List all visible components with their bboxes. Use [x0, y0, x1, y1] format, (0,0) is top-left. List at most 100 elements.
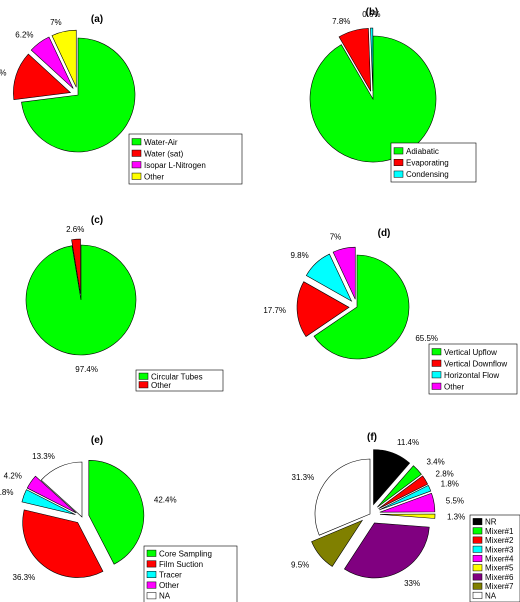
panel-a-legend-item-isopar-l-nitrogen: Isopar L-Nitrogen: [144, 161, 206, 170]
panel-f-slice-na: [314, 458, 371, 536]
panel-e-pct-other: 4.2%: [4, 472, 22, 481]
panel-e-pct-tracer: 3.8%: [0, 488, 13, 497]
panel-e-legend-item-tracer: Tracer: [159, 571, 182, 580]
panel-c-legend-item-circular-tubes: Circular Tubes: [151, 372, 203, 381]
panel-e-legend-item-film-suction: Film Suction: [159, 560, 203, 569]
panel-f-pct-mixer-4: 5.5%: [446, 496, 464, 505]
panel-c-legend-item-other: Other: [151, 381, 171, 390]
panel-f-legend-swatch-mixer-5: [472, 564, 483, 572]
panel-c-label: (c): [91, 215, 103, 226]
panel-a-legend-item-water-air: Water-Air: [144, 138, 178, 147]
panel-d-legend-item-other: Other: [444, 382, 464, 391]
panel-d-slice-vertical-upflow: [313, 254, 410, 360]
panel-e-slice-na: [40, 461, 83, 518]
panel-e-pct-na: 13.3%: [32, 452, 55, 461]
panel-c-slice-other: [71, 238, 81, 295]
panel-f-legend-item-mixer-5: Mixer#5: [485, 564, 514, 573]
panel-c-pct-other: 2.6%: [66, 225, 84, 234]
panel-b-legend: Adiabatic Evaporating Condensing: [390, 142, 477, 183]
panel-b-legend-item-condensing: Condensing: [406, 170, 449, 179]
panel-a-legend-swatch-other: [131, 172, 142, 180]
panel-d-legend-box: [428, 343, 518, 395]
panel-f-legend-swatch-na: [472, 591, 483, 599]
panel-a-pct-other: 7%: [50, 18, 62, 27]
panel-f-slice-mixer-2: [378, 475, 429, 510]
panel-a-slice-water-air: [21, 37, 136, 153]
panel-a-legend: Water-Air Water (sat) Isopar L-Nitrogen Oth…: [128, 133, 243, 185]
panel-b-legend-swatch-condensing: [393, 170, 404, 178]
panel-d-legend-swatch-other: [431, 382, 442, 390]
panel-f-pct-mixer-1: 3.4%: [426, 458, 444, 467]
panel-f-legend-swatch-mixer-6: [472, 573, 483, 581]
panel-c-legend-swatch-other: [138, 381, 149, 389]
panel-f-legend-item-mixer-4: Mixer#4: [485, 555, 514, 564]
panel-e-label: (e): [91, 435, 103, 446]
panel-f-legend-item-mixer-3: Mixer#3: [485, 545, 514, 554]
panel-d-pct-vertical-upflow: 65.5%: [415, 334, 438, 343]
panel-a-slice-water-sat: [13, 53, 72, 101]
panel-d-pct-other: 7%: [330, 233, 342, 242]
panel-e-legend-swatch-other: [146, 581, 157, 589]
panel-f-legend-swatch-mixer-3: [472, 545, 483, 553]
panel-d-slice-other: [332, 246, 356, 300]
panel-d-pct-horizontal-flow: 9.8%: [290, 251, 308, 260]
panel-c-slice-circular-tubes: [25, 244, 137, 356]
panel-f-slice-mixer-6: [343, 522, 430, 579]
panel-d-legend-item-vertical-upflow: Vertical Upflow: [444, 348, 497, 357]
panel-d-slice-vertical-downflow: [296, 281, 350, 337]
panel-d-legend-swatch-vertical-upflow: [431, 348, 442, 356]
panel-f-pct-mixer-2: 2.8%: [436, 470, 454, 479]
panel-d-slice-horizontal-flow: [305, 253, 353, 302]
panel-f-slice-mixer-5: [379, 513, 436, 519]
panel-e: (e) 42.4% 36.3% 3.8% 4.2% 13.3% Core Sampling F…: [0, 435, 238, 602]
panel-e-pct-film-suction: 36.3%: [13, 573, 36, 582]
panel-d-legend-item-horizontal-flow: Horizontal Flow: [444, 371, 499, 380]
panel-f: (f) 11.4% 3.4% 2.8%1.8% 5.5% 1.3% 33% 9.5% 31.3%…: [291, 432, 520, 602]
panel-d-pct-vertical-downflow: 17.7%: [263, 306, 286, 315]
panel-f-pct-na: 31.3%: [292, 473, 315, 482]
panel-f-pct-mixer-5: 1.3%: [447, 513, 465, 522]
panel-e-legend-item-na: NA: [159, 592, 171, 601]
panel-d-label: (d): [378, 228, 391, 239]
panel-e-slice-film-suction: [22, 509, 104, 578]
panel-e-pct-core-sampling: 42.4%: [154, 495, 177, 504]
panel-b-legend-item-evaporating: Evaporating: [406, 159, 449, 168]
panel-b-label: (b): [366, 7, 379, 18]
panel-c-legend-swatch-circular-tubes: [138, 372, 149, 380]
panel-f-legend-swatch-mixer-1: [472, 527, 483, 535]
panel-e-legend-swatch-film-suction: [146, 560, 157, 568]
panel-a-legend-swatch-water-air: [131, 138, 142, 146]
panel-e-slice-tracer: [21, 489, 76, 515]
panel-f-pct-mixer-7: 9.5%: [291, 561, 309, 570]
panel-d-legend-item-vertical-downflow: Vertical Downflow: [444, 359, 507, 368]
panel-f-pct-mixer-6: 33%: [404, 579, 420, 588]
panel-a-legend-item-water-sat: Water (sat): [144, 149, 184, 158]
panel-a-legend-box: [128, 133, 243, 185]
panel-a-label: (a): [91, 14, 103, 25]
panel-c-pct-circular-tubes: 97.4%: [75, 365, 98, 374]
panel-e-legend-swatch-core-sampling: [146, 549, 157, 557]
panel-e-slice-core-sampling: [88, 460, 145, 565]
panel-a-legend-swatch-isopar-l-nitrogen: [131, 161, 142, 169]
panel-a-legend-swatch-water-sat: [131, 149, 142, 157]
panel-f-legend-item-mixer-7: Mixer#7: [485, 582, 514, 591]
panel-f-legend-item-mixer-6: Mixer#6: [485, 573, 514, 582]
panel-f-legend-swatch-mixer-4: [472, 555, 483, 562]
panel-e-legend-item-other: Other: [159, 581, 179, 590]
panel-f-legend-swatch-mixer-2: [472, 536, 483, 544]
panel-f-slice-mixer-7: [311, 519, 364, 567]
panel-d-legend: Vertical Upflow Vertical Downflow Horizont…: [428, 343, 518, 395]
panel-b-legend-swatch-adiabatic: [393, 147, 404, 155]
panel-b-legend-swatch-evaporating: [393, 159, 404, 166]
panel-b-pct-evaporating: 7.8%: [332, 17, 350, 26]
panel-f-slice-nr: [373, 449, 411, 506]
panel-e-slice-other: [26, 475, 77, 514]
panel-f-legend-item-na: NA: [485, 591, 497, 600]
panel-a-pct-isopar-l-nitrogen: 6.2%: [15, 31, 33, 40]
panel-f-legend: NRMixer#1Mixer#2Mixer#3Mixer#4Mixer#5Mix…: [469, 514, 520, 602]
panel-e-legend-item-core-sampling: Core Sampling: [159, 549, 212, 558]
panel-f-slice-mixer-1: [377, 465, 422, 508]
panel-f-pct-mixer-3: 1.8%: [441, 479, 459, 488]
